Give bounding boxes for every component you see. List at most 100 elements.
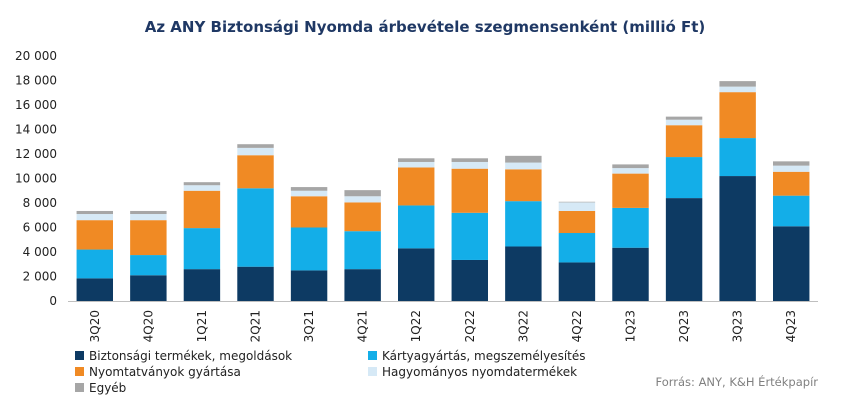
legend-swatch — [368, 367, 377, 376]
x-tick-label: 4Q22 — [570, 310, 584, 342]
x-tick-label: 3Q22 — [516, 310, 530, 342]
bar-segment-1 — [665, 157, 703, 199]
bar-stack-3Q23 — [719, 81, 756, 301]
bar-segment-1 — [76, 249, 113, 279]
bar-segment-4 — [344, 190, 381, 197]
bar-segment-0 — [398, 248, 435, 301]
bar-segment-1 — [290, 227, 328, 271]
legend-swatch — [75, 351, 84, 360]
bar-segment-2 — [398, 167, 435, 206]
bar-segment-0 — [130, 275, 167, 301]
legend-swatch — [368, 351, 377, 360]
bar-segment-0 — [558, 262, 596, 301]
y-tick-label: 10 000 — [15, 172, 57, 186]
legend-label: Egyéb — [89, 381, 126, 395]
bar-segment-4 — [398, 158, 435, 162]
bar-segment-4 — [665, 116, 703, 120]
source-note: Forrás: ANY, K&H Értékpapír — [656, 374, 819, 389]
bar-segment-2 — [344, 202, 381, 232]
bar-segment-3 — [719, 86, 756, 93]
bar-segment-3 — [665, 119, 703, 126]
bar-stack-3Q20 — [76, 210, 113, 301]
bar-segment-0 — [183, 269, 221, 301]
bar-segment-3 — [237, 147, 274, 156]
x-tick-label: 1Q21 — [195, 310, 209, 342]
bar-stack-2Q23 — [665, 116, 703, 301]
bar-segment-4 — [76, 210, 113, 215]
x-tick-label: 3Q20 — [88, 310, 102, 342]
bar-segment-1 — [612, 207, 649, 248]
x-tick-label: 2Q23 — [677, 310, 691, 342]
bar-segment-2 — [451, 168, 488, 213]
bar-segment-4 — [773, 161, 810, 166]
legend-label: Biztonsági termékek, megoldások — [89, 349, 292, 363]
bar-segment-0 — [612, 247, 649, 301]
bar-segment-2 — [130, 220, 167, 256]
bar-segment-2 — [76, 220, 113, 250]
bar-segment-3 — [558, 202, 596, 211]
y-tick-label: 20 000 — [15, 49, 57, 63]
y-tick-label: 18 000 — [15, 74, 57, 88]
x-tick-label: 3Q23 — [731, 310, 745, 342]
y-tick-label: 0 — [49, 294, 57, 308]
bar-stack-4Q22 — [558, 201, 596, 301]
legend-swatch — [75, 367, 84, 376]
bar-segment-0 — [451, 259, 488, 301]
bar-segment-4 — [451, 158, 488, 162]
x-tick-label: 2Q22 — [463, 310, 477, 342]
legend: Biztonsági termékek, megoldások Kártyagyá… — [75, 349, 586, 395]
bar-segment-1 — [398, 205, 435, 249]
y-tick-label: 8 000 — [23, 196, 57, 210]
bar-segment-2 — [290, 196, 328, 228]
y-tick-label: 2 000 — [23, 270, 57, 284]
bar-segment-4 — [612, 164, 649, 169]
bar-stack-1Q21 — [183, 182, 221, 301]
legend-label: Nyomtatványok gyártása — [89, 365, 241, 379]
y-tick-label: 16 000 — [15, 98, 57, 112]
bar-segment-4 — [130, 210, 167, 215]
bar-segment-3 — [290, 190, 328, 197]
bar-segment-2 — [183, 190, 221, 229]
bar-segment-0 — [665, 198, 703, 301]
bar-segment-2 — [558, 210, 596, 234]
x-tick-label: 4Q21 — [356, 310, 370, 342]
bar-segment-3 — [183, 185, 221, 191]
bar-segment-0 — [290, 270, 328, 302]
bar-segment-4 — [719, 81, 756, 87]
bar-segment-3 — [76, 214, 113, 221]
bar-segment-1 — [773, 195, 810, 227]
bar-segment-1 — [130, 255, 167, 276]
legend-label: Kártyagyártás, megszemélyesítés — [382, 349, 586, 363]
bar-segment-1 — [237, 188, 274, 267]
bar-stack-1Q22 — [398, 158, 435, 301]
bar-segment-3 — [130, 214, 167, 221]
bar-segment-2 — [773, 171, 810, 196]
bar-stack-3Q22 — [505, 155, 542, 301]
bar-segment-3 — [344, 196, 381, 203]
bar-stack-2Q22 — [451, 158, 488, 301]
bar-segment-0 — [237, 266, 274, 301]
bar-segment-4 — [183, 182, 221, 186]
chart-title: Az ANY Biztonsági Nyomda árbevétele szeg… — [145, 18, 706, 36]
x-tick-label: 1Q22 — [409, 310, 423, 342]
bar-stack-1Q23 — [612, 164, 649, 301]
x-tick-label: 4Q23 — [784, 310, 798, 342]
bar-segment-0 — [773, 226, 810, 301]
y-tick-label: 6 000 — [23, 221, 57, 235]
bar-segment-2 — [665, 125, 703, 158]
x-tick-label: 2Q21 — [249, 310, 263, 342]
bar-segment-4 — [558, 201, 596, 203]
bar-segment-3 — [451, 161, 488, 169]
bar-segment-2 — [612, 173, 649, 208]
bar-segment-4 — [505, 155, 542, 163]
bar-segment-4 — [237, 144, 274, 148]
y-tick-label: 4 000 — [23, 245, 57, 259]
bar-segment-1 — [558, 233, 596, 263]
x-tick-label: 4Q20 — [141, 310, 155, 342]
bar-segment-0 — [505, 246, 542, 301]
bar-segment-1 — [451, 212, 488, 260]
bar-segment-3 — [773, 165, 810, 172]
bar-segment-3 — [398, 161, 435, 168]
bar-stack-2Q21 — [237, 144, 274, 301]
